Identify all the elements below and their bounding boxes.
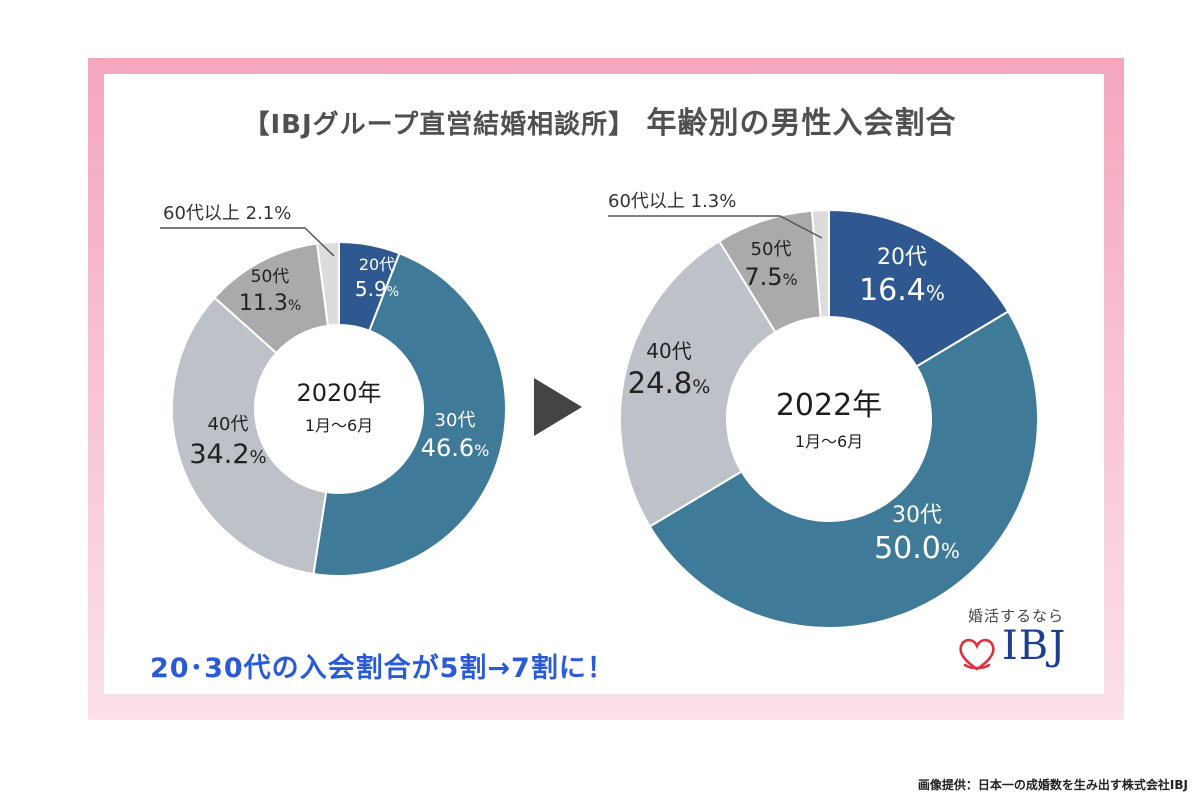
- donut-chart-2020: 20代5.9%30代46.6%40代34.2%50代11.3%2020年1月～6…: [171, 240, 507, 577]
- slice-label: 30代: [435, 410, 476, 431]
- callout-line-2020: [160, 227, 335, 257]
- title-main: 年齢別の男性入会割合: [646, 106, 957, 141]
- brand-name: IBJ: [1002, 623, 1067, 669]
- slice-label: 30代: [892, 503, 942, 528]
- headline: 20･30代の入会割合が5割→7割に！: [150, 653, 615, 684]
- callout-line-2022: [608, 215, 823, 239]
- center-period-label: 1月～6月: [795, 432, 863, 451]
- slice-label: 40代: [646, 339, 691, 363]
- slice-label: 20代: [877, 245, 927, 270]
- arrow-right-icon: [534, 378, 582, 436]
- center-year-label: 2022年: [776, 388, 882, 423]
- brand-logo: 婚活するなら IBJ: [948, 605, 1088, 685]
- image-credit: 画像提供：日本一の成婚数を生み出す株式会社IBJ: [917, 778, 1188, 792]
- donut-slice: [828, 208, 1010, 368]
- donut-slice: [810, 208, 830, 319]
- callout-2022: 60代以上 1.3%: [608, 191, 736, 212]
- donut-chart-2022: 20代16.4%30代50.0%40代24.8%50代7.5%2022年1月～6…: [619, 208, 1039, 629]
- brand-tagline: 婚活するなら: [968, 607, 1065, 625]
- callout-2020: 60代以上 2.1%: [163, 203, 291, 224]
- slice-label: 50代: [751, 239, 792, 260]
- center-year-label: 2020年: [296, 379, 381, 407]
- donut-slice: [171, 296, 328, 576]
- donut-slice: [312, 252, 507, 577]
- donut-slice: [648, 310, 1039, 629]
- title-prefix: 【IBJグループ直営結婚相談所】: [243, 110, 636, 140]
- donut-slice: [315, 240, 340, 327]
- page-title: 【IBJグループ直営結婚相談所】 年齢別の男性入会割合: [0, 98, 1200, 142]
- slice-label: 50代: [251, 267, 290, 287]
- heart-icon: [959, 638, 995, 671]
- center-period-label: 1月～6月: [305, 416, 373, 435]
- slice-label: 20代: [359, 255, 395, 274]
- donut-slice: [619, 239, 777, 528]
- slice-label: 40代: [208, 414, 249, 435]
